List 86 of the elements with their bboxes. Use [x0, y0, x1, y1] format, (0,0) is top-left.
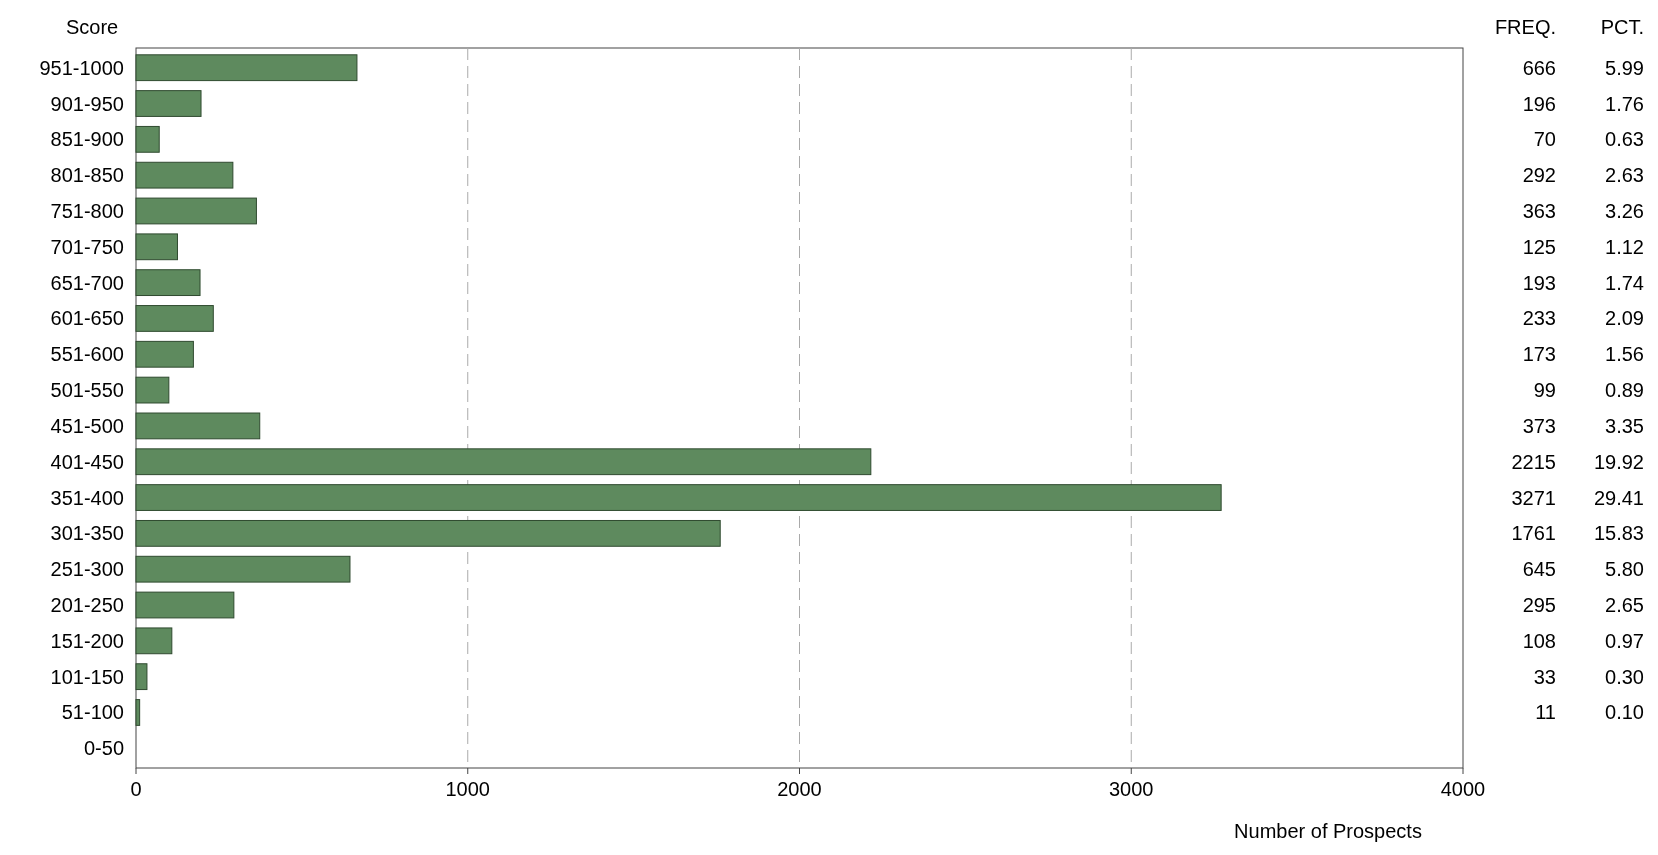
text: 2.09: [1605, 307, 1644, 330]
data-label: 173: [1522, 343, 1556, 366]
data-label: 292: [1522, 164, 1556, 187]
data-label: 70: [1533, 128, 1556, 151]
bar: [135, 627, 173, 655]
y-tick-label: 301-350: [50, 522, 124, 545]
y-tick-label: 751-800: [50, 199, 124, 222]
data-label: 295: [1522, 594, 1556, 617]
bar: [135, 591, 235, 619]
bar: [135, 519, 721, 547]
text: FREQ.: [1494, 16, 1556, 38]
data-label: 108: [1522, 629, 1556, 652]
text: 2.63: [1605, 164, 1644, 187]
bar: [135, 197, 257, 225]
text: 0.63: [1605, 128, 1644, 151]
y-tick-label: 251-300: [50, 558, 124, 581]
data-label: 196: [1522, 92, 1556, 115]
text: 1.74: [1605, 271, 1644, 294]
text: 1.56: [1605, 343, 1644, 366]
bar: [135, 699, 141, 726]
data-label: 11: [1535, 701, 1556, 724]
bar: [135, 269, 201, 297]
y-tick-label: 651-700: [50, 271, 124, 294]
bar: [135, 54, 358, 82]
bar: [135, 448, 872, 476]
y-tick-label: 501-550: [50, 379, 124, 402]
data-label: 2215: [1511, 450, 1556, 473]
text: 0.30: [1605, 665, 1644, 688]
text: PCT.: [1600, 16, 1644, 38]
bar: [135, 90, 202, 117]
y-tick-label: 801-850: [50, 164, 124, 187]
y-tick-label: 351-400: [50, 486, 124, 509]
text: 29.41: [1593, 486, 1644, 509]
data-label: 125: [1522, 235, 1556, 258]
bar: [135, 663, 148, 691]
y-tick-label: 101-150: [50, 665, 124, 688]
text: 0.10: [1605, 701, 1644, 724]
bar: [135, 305, 214, 332]
y-tick-label: 901-950: [50, 92, 124, 115]
y-tick-label: 451-500: [50, 414, 124, 437]
y-tick-label: 551-600: [50, 343, 124, 366]
data-label: 99: [1533, 379, 1556, 402]
data-label: 645: [1522, 558, 1556, 581]
x-tick-label: 0: [130, 778, 142, 800]
text: 1.76: [1605, 92, 1644, 115]
y-tick-label: 401-450: [50, 450, 124, 473]
y-tick-label: 951-1000: [39, 56, 124, 79]
x-tick-label: 1000: [445, 778, 490, 800]
y-tick-label: 601-650: [50, 307, 124, 330]
y-tick-label: 0-50: [83, 737, 124, 760]
x-tick-label: 4000: [1440, 778, 1486, 800]
text: 0.97: [1605, 629, 1644, 652]
text: 3.26: [1605, 199, 1644, 222]
y-tick-label: 201-250: [50, 594, 124, 617]
data-label: 3271: [1511, 486, 1556, 509]
data-label: 33: [1533, 665, 1556, 688]
bar: [135, 340, 194, 368]
bar: [135, 376, 170, 404]
data-label: 666: [1522, 56, 1556, 79]
data-label: 193: [1522, 271, 1556, 294]
y-tick-label: 851-900: [50, 128, 124, 151]
text: 2.65: [1605, 594, 1644, 617]
x-axis-title: Number of Prospects: [1234, 820, 1422, 842]
data-label: 1761: [1511, 522, 1556, 545]
y-axis-title: Score: [66, 16, 119, 38]
data-label: 373: [1522, 414, 1556, 437]
bar: [135, 555, 351, 583]
text: 3.35: [1605, 414, 1644, 437]
x-tick-label: 2000: [777, 778, 822, 800]
data-label: 363: [1522, 199, 1556, 222]
text: 5.80: [1605, 558, 1644, 581]
bar: [135, 233, 178, 261]
y-tick-label: 701-750: [50, 235, 124, 258]
text: 19.92: [1593, 450, 1644, 473]
text: 0.89: [1605, 379, 1644, 402]
bar: [135, 161, 234, 189]
text: 1.12: [1605, 235, 1644, 258]
bar: [135, 412, 261, 440]
text: 5.99: [1605, 56, 1644, 79]
bar: [135, 484, 1222, 511]
y-tick-label: 151-200: [50, 629, 124, 652]
bar: [135, 125, 160, 153]
x-tick-label: 3000: [1109, 778, 1154, 800]
text: 15.83: [1593, 522, 1644, 545]
data-label: 233: [1522, 307, 1556, 330]
y-tick-label: 51-100: [61, 701, 124, 724]
